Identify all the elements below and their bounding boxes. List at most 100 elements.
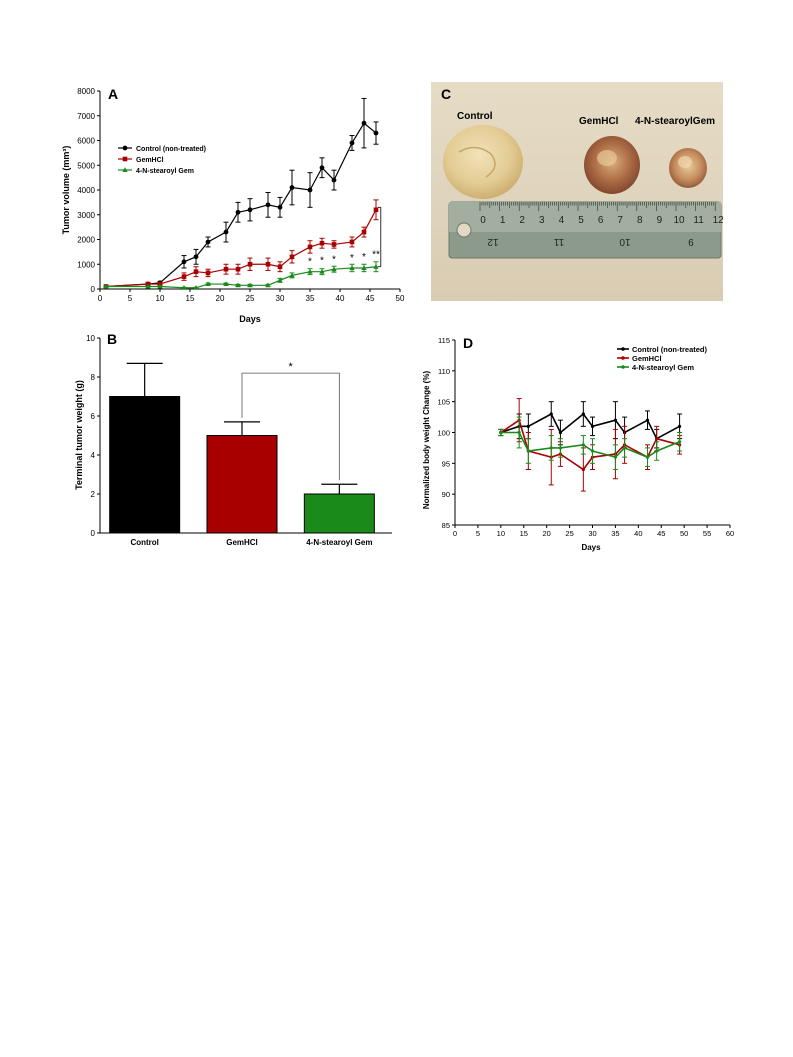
panel-a-label: A [108, 86, 118, 102]
panel-a-x-tick-label: 10 [156, 294, 165, 303]
panel-d-data-point [549, 446, 553, 450]
panel-a-data-point [247, 207, 253, 213]
panel-d-legend-marker [621, 347, 625, 351]
ruler-number: 4 [559, 215, 565, 226]
panel-d-data-point [558, 446, 563, 450]
panel-a-data-point [277, 204, 283, 210]
panel-b-significance-star: * [289, 361, 294, 373]
panel-a-x-tick-label: 40 [336, 294, 345, 303]
panel-a-legend-label: 4-N-stearoyl Gem [136, 168, 194, 175]
panel-a-significance: * [320, 255, 324, 266]
panel-a-data-point [361, 229, 367, 235]
panel-d-data-point [645, 418, 650, 422]
panel-d-data-point [677, 424, 682, 428]
panel-a-legend-marker [122, 145, 128, 151]
panel-a-data-point [235, 266, 241, 272]
panel-d-data-point [613, 455, 618, 459]
panel-a-x-tick-label: 0 [98, 294, 103, 303]
panel-d-x-tick-label: 55 [703, 529, 711, 538]
panel-a-data-point [265, 261, 271, 267]
panel-a-data-point [205, 239, 211, 245]
panel-a-y-tick-label: 2000 [77, 236, 95, 245]
panel-d-data-point [655, 449, 659, 453]
panel-d-xlabel: Days [581, 543, 601, 552]
panel-b-y-tick-label: 0 [91, 529, 96, 538]
panel-a-x-tick-label: 45 [366, 294, 375, 303]
panel-a-significance: * [332, 254, 336, 265]
panel-a-y-tick-label: 4000 [77, 186, 95, 195]
panel-a-x-tick-label: 25 [246, 294, 255, 303]
panel-d-data-point [581, 467, 585, 472]
ruler-number: 7 [617, 215, 623, 226]
panel-a-x-tick-label: 5 [128, 294, 133, 303]
panel-a-x-tick-label: 35 [306, 294, 315, 303]
panel-a-significance: * [308, 257, 312, 268]
panel-b-chart: B 0 2 4 6 8 10 Control GemHCl 4-N-stearoyl Gem *… [74, 331, 392, 547]
panel-b-significance: * [241, 361, 340, 481]
panel-a-data-point [331, 177, 337, 183]
panel-b-bar [303, 493, 375, 534]
ruler: 012345678910111212111098 [448, 201, 723, 259]
panel-a-data-point [193, 254, 199, 260]
panel-a-y-tick-label: 1000 [77, 260, 95, 269]
panel-d-x-tick-label: 50 [680, 529, 688, 538]
panel-a-data-point [277, 264, 283, 270]
panel-b-bar-group: GemHCl [206, 421, 278, 547]
panel-d-y-tick-label: 115 [438, 336, 450, 345]
panel-d-x-tick-label: 10 [497, 529, 505, 538]
panel-a-data-point [247, 261, 253, 267]
panel-a-data-point [193, 284, 199, 290]
panel-a-significance: * [350, 253, 354, 264]
ruler-number-inverted: 10 [619, 236, 631, 247]
panel-d-x-tick-label: 60 [726, 529, 734, 538]
panel-a-data-point [181, 259, 187, 265]
panel-d-legend-label: Control (non-treated) [632, 345, 707, 354]
panel-d-data-point [645, 455, 650, 459]
panel-b-y-tick-label: 4 [91, 451, 96, 460]
ruler-number: 11 [693, 215, 704, 226]
photo-caption-stearoyl: 4-N-stearoylGem [635, 116, 715, 127]
panel-d-chart: D 85 90 95 100 105 110 115 0 5 10 15 20 25 30 35 40 45 50… [422, 335, 734, 552]
panel-a-data-point [265, 202, 271, 208]
panel-b-bar [206, 435, 278, 534]
panel-b-y-tick-label: 2 [91, 490, 96, 499]
ruler-number-inverted: 12 [487, 236, 499, 247]
panel-a-data-point [319, 240, 325, 246]
panel-d-data-point [590, 424, 595, 428]
panel-a-data-point [205, 281, 211, 287]
tumor-gemhcl [584, 136, 640, 194]
panel-d-series-line [500, 431, 680, 459]
panel-d-y-tick-label: 95 [442, 459, 450, 468]
panel-a-y-tick-label: 3000 [77, 211, 95, 220]
panel-a-legend-label: GemHCl [136, 157, 164, 164]
panel-a-x-tick-label: 20 [216, 294, 225, 303]
panel-d-data-point [549, 412, 553, 416]
panel-d-data-point [526, 424, 530, 428]
panel-a-data-point [373, 207, 379, 213]
panel-d-x-tick-label: 45 [657, 529, 665, 538]
panel-a-significance: * [362, 252, 366, 263]
panel-d-data-point [677, 440, 682, 444]
panel-b-bar-group: 4-N-stearoyl Gem [303, 483, 375, 547]
ruler-number: 5 [578, 215, 584, 226]
panel-d-y-tick-label: 85 [442, 521, 450, 530]
ruler-number: 3 [539, 215, 545, 226]
panel-d-data-point [499, 430, 503, 435]
panel-a-data-point [277, 277, 283, 283]
panel-a-data-point [307, 244, 313, 250]
panel-a-data-point [223, 229, 229, 235]
panel-a-data-point [247, 282, 253, 288]
panel-d-label: D [463, 335, 473, 351]
panel-d-data-point [613, 418, 618, 422]
panel-c-label: C [441, 86, 451, 102]
panel-d-series-3 [498, 416, 683, 470]
panel-a-data-point [361, 265, 367, 270]
panel-a-data-point [205, 270, 211, 276]
panel-d-x-tick-label: 25 [565, 529, 573, 538]
panel-b-y-tick-label: 8 [91, 373, 96, 382]
panel-a-data-point [235, 209, 241, 215]
ruler-number: 8 [637, 215, 643, 226]
ruler-number: 1 [500, 215, 506, 226]
panel-a-data-point [373, 130, 379, 136]
panel-d-x-tick-label: 40 [634, 529, 642, 538]
